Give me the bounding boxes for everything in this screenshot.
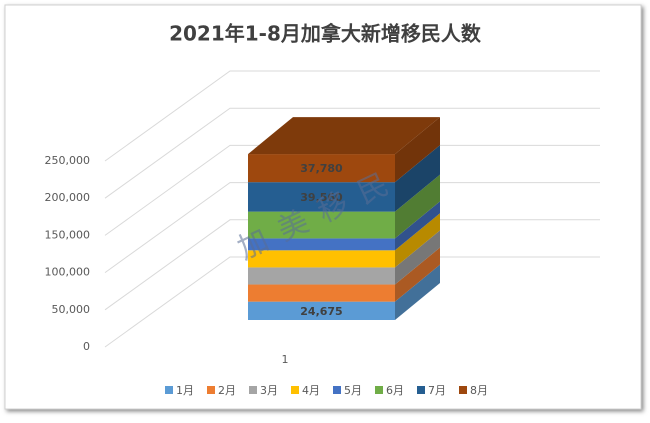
bar (248, 238, 395, 251)
bar-side (395, 230, 440, 285)
bar (248, 182, 395, 212)
y-tick-label: 200,000 (45, 191, 91, 204)
legend-label: 7月 (428, 384, 446, 397)
bar (248, 211, 395, 239)
legend-label: 5月 (344, 384, 362, 397)
bar-side (395, 145, 440, 212)
bar-side (395, 213, 440, 268)
legend-swatch (417, 386, 425, 394)
bar (248, 284, 395, 302)
x-tick-label: 1 (282, 353, 289, 366)
legend-label: 1月 (176, 384, 194, 397)
grid-line (104, 144, 600, 236)
legend-label: 4月 (302, 384, 320, 397)
y-tick-label: 100,000 (45, 266, 91, 279)
legend: 1月 2月 3月 4月 5月 6月 7月 8月 (165, 384, 488, 397)
bar (248, 250, 395, 268)
legend-swatch (291, 386, 299, 394)
legend-label: 8月 (470, 384, 488, 397)
bar-side (395, 117, 440, 183)
bar-side (395, 247, 440, 302)
legend-swatch (375, 386, 383, 394)
bar-side (395, 201, 440, 251)
bar-side (395, 264, 440, 320)
grid-line (104, 256, 600, 348)
grid-line (104, 70, 600, 162)
legend-swatch (459, 386, 467, 394)
data-label: 39,560 (300, 191, 343, 204)
y-tick-label: 0 (83, 340, 90, 353)
grid-line (104, 219, 600, 311)
bar-top (248, 117, 440, 155)
data-label: 24,675 (300, 305, 342, 318)
y-tick-label: 150,000 (45, 228, 91, 241)
grid-line (104, 182, 600, 274)
legend-label: 2月 (218, 384, 236, 397)
legend-label: 6月 (386, 384, 404, 397)
y-tick-label: 250,000 (45, 154, 91, 167)
data-label: 37,780 (300, 162, 343, 175)
y-tick-label: 50,000 (52, 303, 91, 316)
legend-swatch (207, 386, 215, 394)
bar (248, 301, 395, 320)
legend-swatch (165, 386, 173, 394)
bar-side (395, 174, 440, 239)
grid-line (104, 107, 600, 199)
bar (248, 154, 395, 183)
legend-label: 3月 (260, 384, 278, 397)
legend-swatch (333, 386, 341, 394)
chart-title: 2021年1-8月加拿大新增移民人数 (169, 22, 482, 46)
legend-swatch (249, 386, 257, 394)
bar (248, 267, 395, 285)
